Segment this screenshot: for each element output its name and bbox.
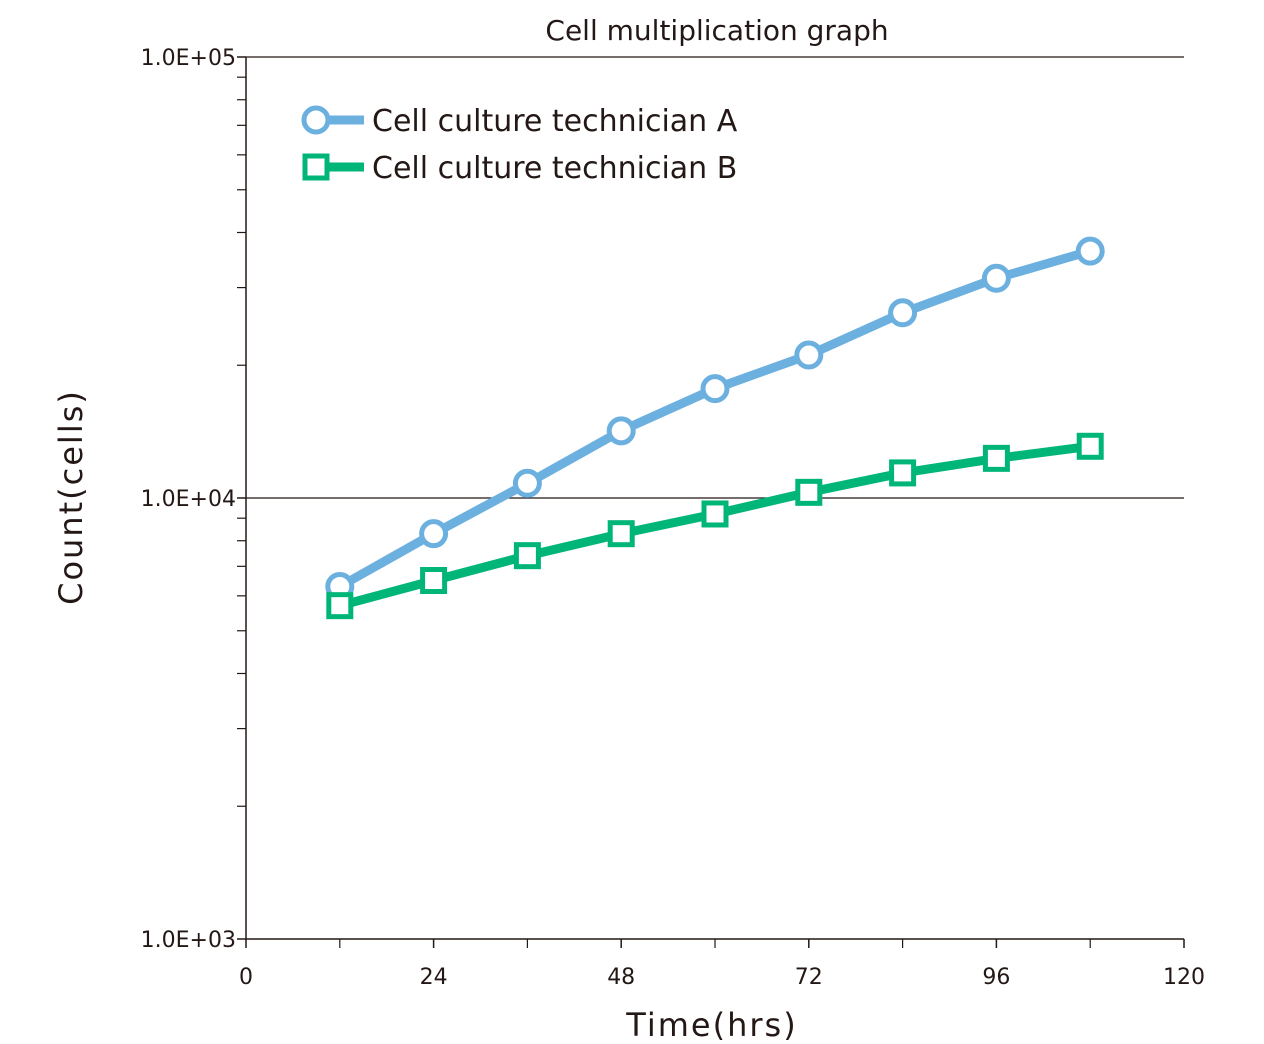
x-tick-label: 96: [982, 965, 1010, 990]
data-point-square: [513, 542, 541, 570]
data-point-circle: [512, 468, 542, 498]
data-point-square: [795, 478, 823, 506]
data-point-circle: [794, 340, 824, 370]
y-axis-label: Count(cells): [52, 389, 90, 605]
y-tick-label: 1.0E+04: [141, 487, 236, 512]
data-point-square: [420, 567, 448, 595]
y-ticks: 1.0E+03 1.0E+04 1.0E+05: [141, 46, 246, 953]
x-tick-label: 0: [239, 965, 253, 990]
x-tick-label: 120: [1163, 965, 1205, 990]
x-ticks: 0 24 48 72 96 120: [239, 939, 1205, 990]
legend-label: Cell culture technician A: [372, 104, 738, 139]
x-tick-label: 72: [795, 965, 823, 990]
data-point-circle: [981, 263, 1011, 293]
x-tick-label: 48: [607, 965, 635, 990]
data-point-circle: [1075, 236, 1105, 266]
x-axis-label: Time(hrs): [625, 1006, 797, 1044]
series-line-0: [335, 246, 1095, 591]
data-point-square: [326, 592, 354, 620]
chart-title: Cell multiplication graph: [545, 14, 888, 47]
legend-label: Cell culture technician B: [372, 151, 737, 186]
x-tick-label: 24: [420, 965, 448, 990]
data-point-square: [889, 459, 917, 487]
data-point-circle: [888, 298, 918, 328]
legend-marker-circle: [301, 105, 331, 135]
data-point-square: [701, 500, 729, 528]
series-layer: [325, 236, 1105, 620]
legend-marker-square: [302, 153, 330, 181]
data-point-square: [1076, 432, 1104, 460]
data-point-circle: [419, 519, 449, 549]
data-point-square: [607, 520, 635, 548]
grid: [246, 56, 1184, 499]
y-tick-label: 1.0E+05: [141, 46, 236, 71]
data-point-circle: [606, 416, 636, 446]
legend: Cell culture technician A Cell culture te…: [301, 104, 738, 186]
y-tick-label: 1.0E+03: [141, 928, 236, 953]
data-point-square: [982, 444, 1010, 472]
data-point-circle: [700, 374, 730, 404]
